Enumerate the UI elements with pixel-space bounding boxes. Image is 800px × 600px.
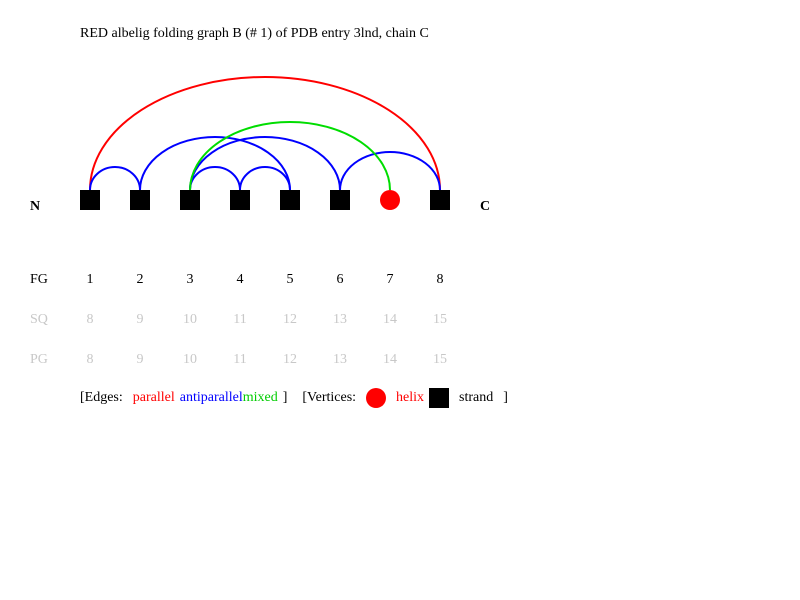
sq-value-3: 10 — [183, 312, 197, 327]
pg-value-5: 12 — [283, 352, 297, 367]
legend-edges-open: [Edges: — [80, 390, 123, 405]
pg-value-1: 8 — [87, 352, 94, 367]
n-terminus-label: N — [30, 199, 40, 214]
sq-value-2: 9 — [137, 312, 144, 327]
strand-vertex-4 — [230, 190, 250, 210]
graph-title: RED albelig folding graph B (# 1) of PDB… — [80, 26, 429, 41]
legend-helix-label: helix — [396, 390, 425, 405]
fg-value-7: 7 — [387, 272, 394, 287]
mixed-edge-3-7 — [189, 121, 391, 191]
fg-value-3: 3 — [187, 272, 194, 287]
legend-parallel-label: parallel — [132, 390, 175, 405]
pg-value-8: 15 — [433, 352, 447, 367]
antiparallel-edge-4-5 — [239, 166, 291, 191]
legend: [Edges: parallel antiparallel mixed ] [V… — [80, 387, 508, 409]
fg-value-6: 6 — [337, 272, 344, 287]
fg-value-1: 1 — [87, 272, 94, 287]
helix-legend-icon — [366, 388, 387, 408]
antiparallel-edge-3-6 — [189, 136, 341, 191]
legend-edges-close: ] — [282, 390, 288, 405]
fg-value-4: 4 — [237, 272, 244, 287]
legend-vertices-open: [Vertices: — [302, 390, 357, 405]
antiparallel-edge-6-8 — [339, 151, 441, 191]
pg-value-7: 14 — [383, 352, 397, 367]
pg-value-6: 13 — [333, 352, 347, 367]
parallel-edge-1-8 — [89, 76, 441, 191]
sq-value-1: 8 — [87, 312, 94, 327]
pg-value-2: 9 — [137, 352, 144, 367]
strand-vertex-8 — [430, 190, 450, 210]
strand-vertex-2 — [130, 190, 150, 210]
c-terminus-label: C — [480, 199, 490, 214]
legend-vertices-close: ] — [503, 390, 508, 405]
pg-value-4: 11 — [233, 352, 246, 367]
strand-legend-icon — [429, 388, 450, 408]
strand-vertex-3 — [180, 190, 200, 210]
antiparallel-edge-2-5 — [139, 136, 291, 191]
sq-row-label: SQ — [30, 312, 48, 327]
pg-row-label: PG — [30, 352, 48, 367]
legend-antiparallel-label: antiparallel — [179, 390, 243, 405]
sq-value-5: 12 — [283, 312, 297, 327]
antiparallel-edge-1-2 — [89, 166, 141, 191]
fg-value-2: 2 — [137, 272, 144, 287]
fg-value-8: 8 — [437, 272, 444, 287]
strand-vertex-1 — [80, 190, 100, 210]
legend-mixed-label: mixed — [242, 390, 278, 405]
sq-value-4: 11 — [233, 312, 246, 327]
sq-value-7: 14 — [383, 312, 397, 327]
antiparallel-edge-3-4 — [189, 166, 241, 191]
edges-layer — [89, 76, 441, 191]
pg-value-3: 10 — [183, 352, 197, 367]
vertices-layer — [80, 190, 450, 210]
fg-row-label: FG — [30, 272, 48, 287]
fg-value-5: 5 — [287, 272, 294, 287]
sq-value-8: 15 — [433, 312, 447, 327]
strand-vertex-6 — [330, 190, 350, 210]
strand-vertex-5 — [280, 190, 300, 210]
sq-value-6: 13 — [333, 312, 347, 327]
helix-vertex-7 — [380, 190, 400, 210]
legend-strand-label: strand — [459, 390, 494, 405]
